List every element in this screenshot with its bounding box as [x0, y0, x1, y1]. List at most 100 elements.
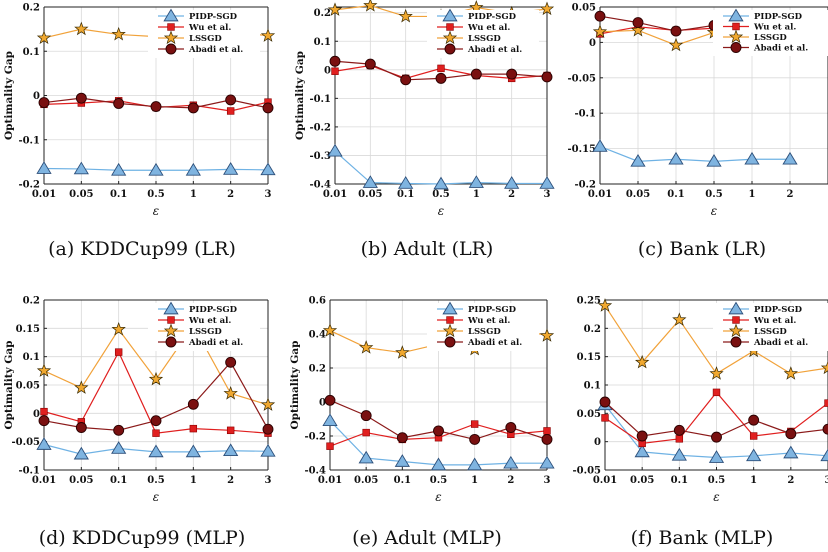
x-tick-label: 0.01 — [588, 189, 612, 200]
caption-c: (c) Bank (LR) — [637, 238, 767, 260]
x-tick-label: 0.5 — [430, 475, 447, 486]
data-point-abadi-et-al — [150, 101, 162, 113]
data-point-lssgd — [398, 8, 413, 23]
data-point-abadi-et-al — [262, 102, 274, 114]
chart-adult-lr: -0.4 -0.3 -0.2 -0.1 0 0.1 0.2 0.01 0.05 0.1 0.5 1 2 3… — [294, 0, 555, 218]
data-point-pidp-sgd — [820, 448, 828, 462]
y-tick-label: 0.1 — [584, 381, 601, 392]
legend-label: Abadi et al. — [753, 44, 808, 54]
y-tick-label: 0.2 — [23, 3, 40, 14]
data-point-abadi-et-al — [364, 58, 376, 70]
data-point-abadi-et-al — [433, 425, 444, 437]
data-point-lssgd — [592, 24, 608, 38]
x-tick-label: 0.1 — [394, 475, 411, 486]
plot-area — [36, 317, 276, 460]
chart-adult-mlp: -0.4 -0.2 0 0.2 0.4 0.6 0.01 0.05 0.1 0.5 1 2 3 ε Opti… — [289, 296, 555, 504]
data-point-lssgd — [820, 360, 828, 375]
legend-label: PIDP-SGD — [189, 12, 238, 22]
data-point-lssgd — [327, 2, 343, 16]
data-point-wu-et-al — [749, 432, 758, 440]
legend-marker-abadi-et-al — [444, 336, 456, 348]
x-tick-label: 0.01 — [32, 475, 56, 486]
y-tick-label: -0.4 — [309, 180, 331, 191]
legend-marker-lssgd — [442, 323, 458, 338]
legend-label: Wu et al. — [753, 316, 796, 326]
legend-marker-lssgd — [728, 323, 744, 338]
y-tick-label: -0.15 — [567, 144, 596, 155]
x-axis-label: ε — [713, 490, 719, 504]
y-tick-label: 0.2 — [309, 364, 326, 375]
x-axis-label: ε — [711, 204, 717, 218]
x-tick-label: 0.05 — [69, 475, 93, 486]
data-point-lssgd — [539, 328, 555, 342]
legend-label: Abadi et al. — [188, 338, 243, 348]
legend-label: Abadi et al. — [753, 338, 808, 348]
caption-b: (b) Adult (LR) — [360, 238, 494, 260]
x-tick-label: 1 — [750, 475, 757, 486]
data-point-abadi-et-al — [711, 431, 722, 443]
legend-label: LSSGD — [754, 327, 787, 337]
legend-marker-wu-et-al — [167, 316, 175, 324]
data-point-wu-et-al — [114, 348, 123, 356]
data-point-pidp-sgd — [744, 151, 760, 165]
data-point-abadi-et-al — [324, 394, 336, 406]
data-point-lssgd — [74, 21, 89, 36]
data-point-lssgd — [111, 321, 126, 336]
data-point-pidp-sgd — [111, 162, 127, 176]
legend-marker-abadi-et-al — [730, 336, 742, 348]
data-point-abadi-et-al — [785, 428, 797, 440]
y-tick-label: 0.1 — [23, 352, 40, 363]
data-point-pidp-sgd — [358, 450, 374, 464]
y-tick-label: 0.25 — [577, 296, 601, 307]
data-point-pidp-sgd — [467, 457, 483, 471]
data-point-pidp-sgd — [36, 161, 52, 174]
legend-label: Wu et al. — [467, 316, 510, 326]
x-tick-label: 0.1 — [667, 189, 684, 200]
chart-kddcup99-lr: -0.2 -0.1 0 0.1 0.2 0.01 0.05 0.1 0.5 1 2 3 ε Optimal… — [3, 3, 276, 218]
legend-label: Abadi et al. — [467, 45, 522, 55]
x-tick-label: 2 — [508, 189, 515, 200]
data-point-pidp-sgd — [362, 175, 378, 188]
data-point-pidp-sgd — [185, 162, 201, 176]
data-point-lssgd — [635, 354, 650, 369]
data-point-pidp-sgd — [36, 437, 52, 450]
data-point-lssgd — [74, 380, 89, 394]
y-tick-label: -0.4 — [304, 466, 326, 477]
data-point-pidp-sgd — [433, 176, 449, 190]
data-point-pidp-sgd — [223, 443, 239, 457]
data-point-abadi-et-al — [505, 422, 517, 433]
data-point-lssgd — [148, 371, 164, 386]
data-point-pidp-sgd — [468, 175, 484, 188]
y-tick-label: 0.2 — [23, 296, 40, 307]
data-point-abadi-et-al — [400, 74, 412, 86]
data-point-lssgd — [260, 28, 276, 42]
data-point-abadi-et-al — [541, 71, 553, 83]
series-abadi-et-al — [324, 394, 553, 445]
x-tick-label: 0.05 — [626, 189, 650, 200]
data-point-abadi-et-al — [594, 10, 606, 22]
x-tick-label: 0.01 — [318, 475, 342, 486]
data-point-pidp-sgd — [746, 448, 762, 462]
x-tick-label: 2 — [227, 475, 234, 486]
x-tick-label: 2 — [787, 189, 794, 200]
data-point-wu-et-al — [712, 388, 721, 397]
data-point-pidp-sgd — [539, 176, 555, 189]
data-point-pidp-sgd — [430, 457, 447, 471]
y-tick-label: 0.15 — [577, 352, 601, 363]
data-point-wu-et-al — [470, 420, 479, 428]
data-point-wu-et-al — [40, 407, 48, 416]
x-tick-label: 1 — [749, 189, 756, 200]
series-pidp-sgd — [322, 413, 555, 471]
series-line-pidp-sgd — [599, 145, 790, 162]
data-point-lssgd — [668, 37, 684, 52]
y-tick-label: -0.3 — [309, 151, 331, 162]
legend-label: PIDP-SGD — [468, 12, 517, 22]
y-tick-label: 0.2 — [314, 8, 331, 19]
data-point-wu-et-al — [152, 429, 160, 437]
legend-label: LSSGD — [468, 34, 501, 44]
data-point-pidp-sgd — [260, 443, 276, 457]
y-tick-label: 0.1 — [23, 47, 40, 58]
data-point-abadi-et-al — [38, 415, 50, 427]
caption-f: (f) Bank (MLP) — [630, 527, 774, 549]
